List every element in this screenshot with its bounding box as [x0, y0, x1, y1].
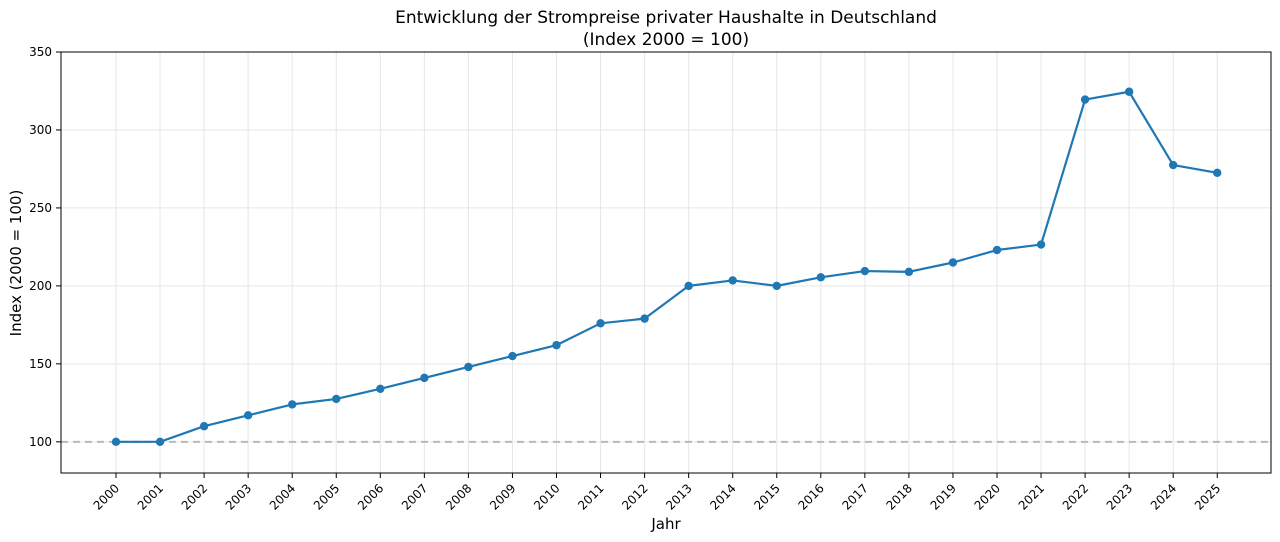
x-tick-label: 2004 — [267, 481, 298, 512]
y-tick-label: 200 — [29, 279, 52, 293]
x-tick-label: 2017 — [839, 481, 870, 512]
x-tick-label: 2012 — [619, 481, 650, 512]
x-tick-label: 2014 — [707, 481, 738, 512]
x-tick-label: 2025 — [1192, 481, 1223, 512]
data-point-2014 — [728, 276, 737, 285]
x-tick-label: 2011 — [575, 481, 606, 512]
x-tick-label: 2010 — [531, 481, 562, 512]
x-tick-label: 2015 — [751, 481, 782, 512]
x-tick-label: 2013 — [663, 481, 694, 512]
x-tick-label: 2006 — [355, 481, 386, 512]
y-tick-label: 100 — [29, 435, 52, 449]
y-tick-label: 150 — [29, 357, 52, 371]
x-tick-label: 2007 — [399, 481, 430, 512]
data-point-2018 — [904, 267, 914, 277]
data-point-2006 — [376, 384, 385, 393]
x-axis-label: Jahr — [650, 515, 681, 533]
x-tick-label: 2009 — [487, 481, 518, 512]
data-point-2000 — [111, 437, 121, 447]
x-tick-label: 2016 — [795, 481, 826, 512]
data-point-2002 — [199, 422, 209, 431]
data-point-2019 — [948, 258, 958, 267]
series-layer — [111, 87, 1222, 447]
data-point-2011 — [596, 319, 605, 328]
chart-title: Entwicklung der Strompreise privater Hau… — [395, 8, 937, 28]
data-point-2024 — [1169, 160, 1178, 170]
y-tick-label: 250 — [29, 201, 52, 215]
data-point-2001 — [155, 437, 165, 447]
data-point-2012 — [640, 314, 649, 323]
data-point-2022 — [1080, 95, 1090, 104]
data-point-2021 — [1036, 240, 1046, 249]
x-tick-label: 2023 — [1104, 481, 1135, 512]
data-point-2025 — [1213, 168, 1222, 178]
data-point-2017 — [860, 266, 870, 276]
x-tick-label: 2003 — [223, 481, 254, 512]
x-tick-label: 2008 — [443, 481, 474, 512]
y-tick-label: 300 — [29, 123, 52, 137]
data-point-2008 — [464, 362, 473, 372]
y-tick-label: 350 — [29, 45, 52, 59]
x-tick-label: 2020 — [972, 481, 1003, 512]
data-point-2016 — [816, 273, 825, 282]
data-point-2023 — [1124, 87, 1134, 96]
x-tick-label: 2022 — [1060, 481, 1091, 512]
x-tick-label: 2018 — [884, 481, 915, 512]
series-line — [116, 90, 1218, 443]
grid — [61, 52, 1271, 473]
y-axis-label: Index (2000 = 100) — [7, 190, 25, 337]
x-tick-label: 2005 — [311, 481, 342, 512]
data-point-2007 — [420, 373, 429, 383]
data-point-2009 — [508, 351, 517, 361]
x-tick-label: 2000 — [91, 481, 122, 512]
x-tick-label: 2002 — [179, 481, 210, 512]
x-tick-label: 2024 — [1148, 481, 1179, 512]
data-point-2005 — [332, 394, 341, 404]
data-point-2020 — [992, 245, 1002, 255]
x-tick-label: 2019 — [928, 481, 959, 512]
data-point-2003 — [243, 411, 253, 420]
x-tick-label: 2001 — [135, 481, 166, 512]
data-point-2004 — [288, 400, 297, 409]
data-point-2010 — [552, 340, 561, 350]
chart-subtitle: (Index 2000 = 100) — [583, 30, 749, 50]
plot-area-frame — [60, 51, 1272, 474]
x-tick-label: 2021 — [1016, 481, 1047, 512]
data-point-2015 — [772, 281, 781, 291]
data-point-2013 — [684, 281, 693, 291]
